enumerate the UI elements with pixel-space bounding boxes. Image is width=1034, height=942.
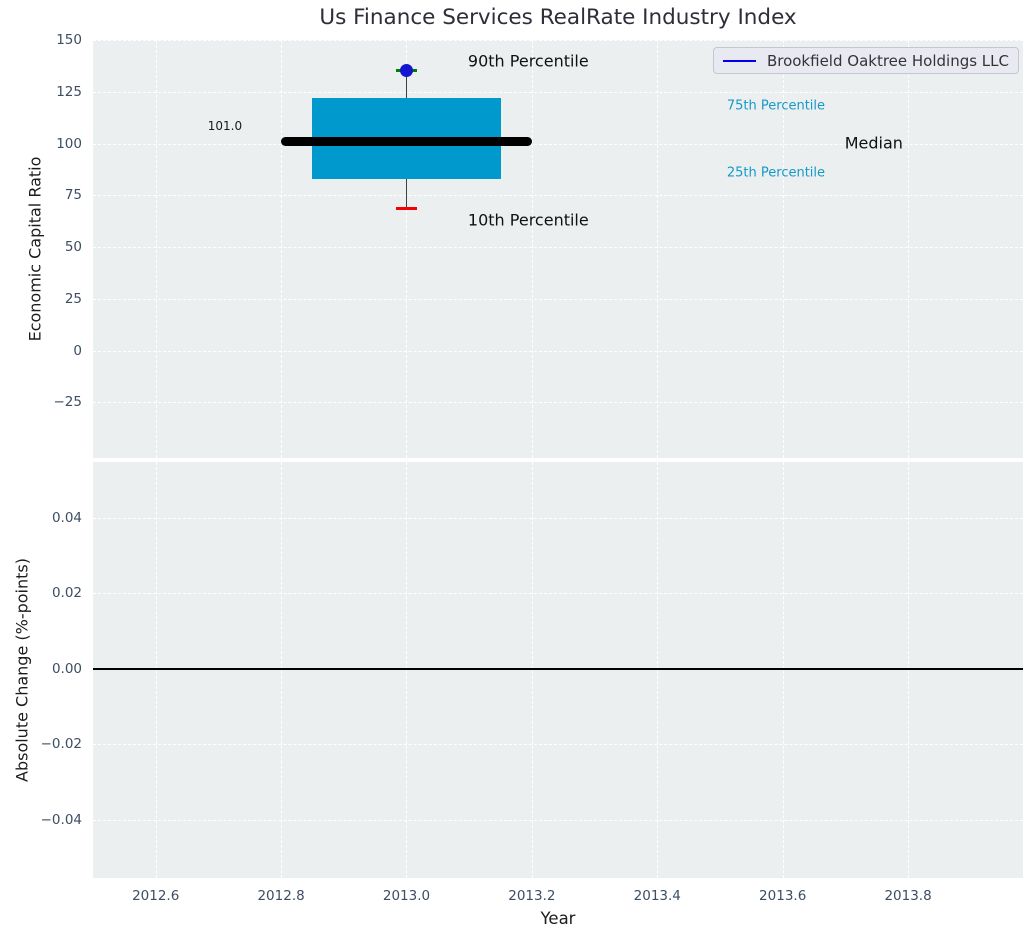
h-gridline: [93, 143, 1023, 145]
annotation-90th-percentile: 90th Percentile: [467, 51, 589, 71]
x-tick-label: 2013.0: [382, 888, 431, 904]
v-gridline: [657, 40, 659, 458]
h-gridline: [93, 298, 1023, 300]
x-tick-label: 2013.4: [633, 888, 681, 904]
v-gridline: [531, 40, 533, 458]
y-tick-label: 0.00: [51, 660, 82, 677]
h-gridline: [93, 402, 1023, 404]
x-axis-label: Year: [540, 909, 576, 928]
x-tick-label: 2012.8: [257, 888, 305, 904]
v-gridline: [406, 40, 408, 458]
p90-dot: [399, 64, 413, 78]
h-gridline: [93, 92, 1023, 94]
y-tick-label: 100: [56, 135, 82, 152]
y-tick-label: 0: [73, 342, 82, 359]
h-gridline: [93, 819, 1023, 821]
v-gridline: [281, 462, 283, 878]
y-tick-label: 0.04: [51, 509, 82, 526]
v-gridline: [908, 40, 910, 458]
v-gridline: [406, 462, 408, 878]
zero-line: [93, 667, 1023, 670]
y-tick-label: 75: [64, 187, 82, 204]
h-gridline: [93, 195, 1023, 197]
annotation-10th-percentile: 10th Percentile: [467, 210, 589, 230]
v-gridline: [281, 40, 283, 458]
annotation-25th-percentile: 25th Percentile: [726, 165, 826, 180]
annotation-median: Median: [844, 133, 903, 153]
v-gridline: [657, 462, 659, 878]
h-gridline: [93, 350, 1023, 352]
v-gridline: [531, 462, 533, 878]
bottom-plot-area: [93, 462, 1023, 878]
v-gridline: [782, 40, 784, 458]
x-tick-label: 2013.6: [759, 888, 807, 904]
x-tick-label: 2013.8: [884, 888, 932, 904]
legend: Brookfield Oaktree Holdings LLC: [713, 47, 1019, 74]
top-plot-area: [93, 40, 1023, 458]
v-gridline: [782, 462, 784, 878]
h-gridline: [93, 593, 1023, 595]
h-gridline: [93, 247, 1023, 249]
h-gridline: [93, 40, 1023, 42]
y-tick-label: 50: [64, 239, 82, 256]
h-gridline: [93, 517, 1023, 519]
y-tick-label: −0.02: [40, 736, 82, 753]
legend-line-sample-icon: [723, 59, 756, 62]
v-gridline: [155, 40, 157, 458]
y-tick-label: 25: [64, 290, 82, 307]
annotation-101-0: 101.0: [207, 118, 243, 133]
y-tick-label: −0.04: [40, 811, 82, 828]
y-tick-label: 125: [56, 84, 82, 101]
p10-cap: [395, 207, 418, 211]
h-gridline: [93, 744, 1023, 746]
annotation-75th-percentile: 75th Percentile: [726, 98, 826, 114]
legend-series-label: Brookfield Oaktree Holdings LLC: [766, 51, 1009, 70]
median-line: [281, 137, 532, 147]
y-tick-label: −25: [53, 394, 83, 411]
x-tick-label: 2013.2: [508, 888, 556, 904]
chart-title: Us Finance Services RealRate Industry In…: [319, 5, 797, 30]
x-tick-label: 2012.6: [132, 888, 180, 904]
y-tick-label: 150: [56, 32, 82, 49]
v-gridline: [155, 462, 157, 878]
v-gridline: [908, 462, 910, 878]
y-tick-label: 0.02: [51, 585, 82, 602]
